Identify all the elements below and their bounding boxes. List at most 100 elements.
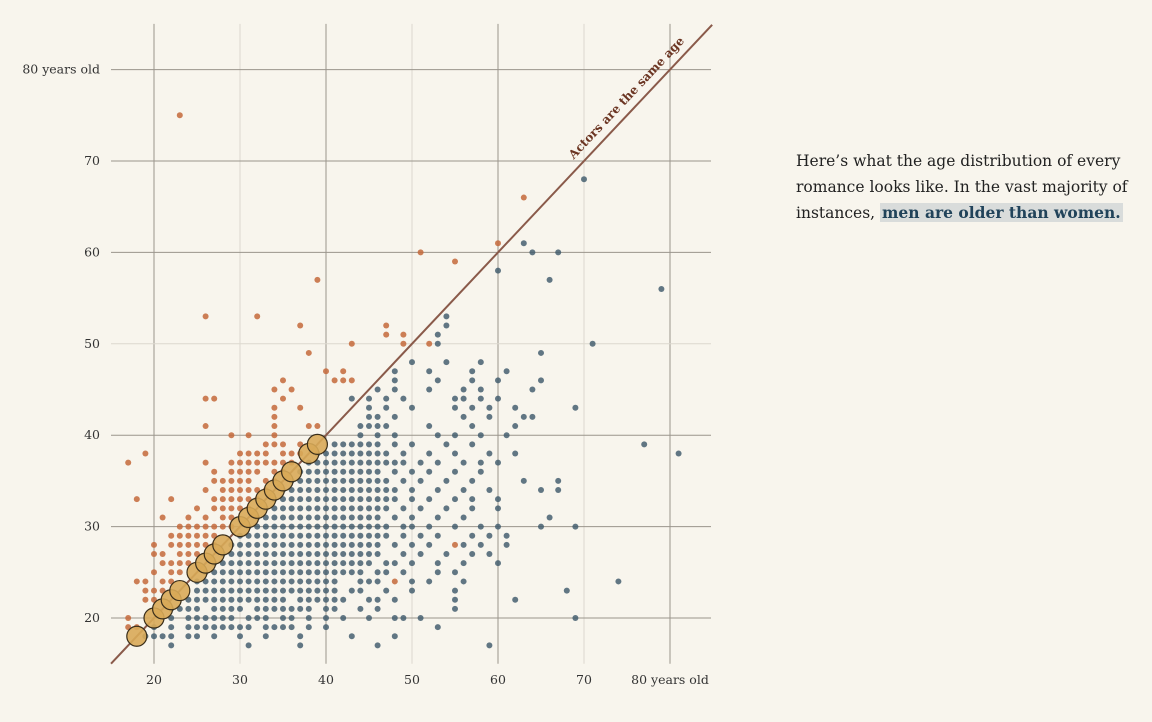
y-tick-label: 80 years old — [22, 62, 100, 77]
point-men-older — [426, 523, 433, 530]
point-men-older — [366, 505, 372, 512]
point-men-older — [237, 541, 243, 548]
point-women-older — [417, 249, 424, 256]
point-men-older — [340, 615, 347, 621]
point-men-older — [555, 477, 562, 484]
point-same-age — [169, 579, 191, 602]
point-men-older — [254, 569, 261, 576]
point-men-older — [194, 596, 200, 603]
point-men-older — [314, 578, 321, 585]
point-women-older — [151, 587, 157, 594]
point-men-older — [280, 605, 286, 612]
point-women-older — [245, 477, 252, 484]
point-men-older — [366, 560, 372, 567]
point-women-older — [219, 477, 226, 484]
point-men-older — [228, 560, 235, 567]
point-men-older — [391, 386, 398, 393]
point-men-older — [297, 560, 304, 567]
point-women-older — [202, 423, 209, 430]
point-men-older — [228, 578, 235, 585]
point-men-older — [366, 541, 372, 548]
point-men-older — [434, 487, 441, 494]
grid — [111, 23, 711, 664]
point-women-older — [176, 551, 183, 558]
point-women-older — [176, 532, 183, 539]
point-women-older — [185, 541, 192, 548]
point-men-older — [374, 496, 381, 503]
point-men-older — [641, 441, 648, 448]
point-same-age — [306, 433, 328, 455]
x-tick-label: 40 — [318, 672, 334, 687]
point-men-older — [228, 587, 235, 594]
point-men-older — [555, 249, 562, 256]
point-women-older — [288, 386, 295, 393]
point-women-older — [176, 569, 183, 576]
point-men-older — [211, 578, 218, 585]
point-men-older — [469, 404, 476, 411]
point-men-older — [391, 560, 398, 567]
point-men-older — [314, 468, 321, 475]
point-men-older — [323, 615, 329, 621]
point-men-older — [297, 523, 304, 530]
point-men-older — [374, 413, 381, 420]
point-women-older — [288, 450, 295, 457]
point-men-older — [400, 395, 407, 402]
point-men-older — [340, 505, 347, 512]
point-men-older — [314, 505, 321, 512]
point-men-older — [340, 523, 347, 530]
point-women-older — [194, 532, 200, 539]
point-men-older — [495, 523, 501, 530]
point-men-older — [340, 496, 347, 503]
point-women-older — [228, 505, 235, 512]
point-women-older — [133, 578, 140, 585]
point-men-older — [452, 523, 458, 530]
point-men-older — [383, 450, 390, 457]
point-women-older — [211, 477, 218, 484]
point-men-older — [400, 477, 407, 484]
point-men-older — [469, 505, 476, 512]
point-men-older — [323, 505, 329, 512]
point-women-older — [237, 496, 243, 503]
point-men-older — [280, 587, 286, 594]
point-men-older — [374, 551, 381, 558]
point-women-older — [202, 487, 209, 494]
point-men-older — [314, 551, 321, 558]
point-men-older — [271, 569, 278, 576]
point-men-older — [348, 532, 355, 539]
point-men-older — [477, 432, 484, 439]
point-men-older — [443, 359, 450, 366]
point-men-older — [340, 551, 347, 558]
point-men-older — [460, 487, 467, 494]
point-men-older — [357, 587, 364, 594]
point-men-older — [271, 624, 278, 631]
point-men-older — [288, 560, 295, 567]
point-men-older — [391, 368, 398, 375]
point-men-older — [202, 624, 209, 631]
point-men-older — [555, 487, 562, 494]
point-women-older — [305, 349, 312, 356]
point-women-older — [280, 377, 286, 384]
point-men-older — [615, 578, 622, 585]
point-men-older — [538, 349, 544, 356]
point-men-older — [305, 532, 312, 539]
point-men-older — [529, 386, 536, 393]
point-women-older — [314, 276, 321, 283]
point-men-older — [477, 468, 484, 475]
point-men-older — [185, 633, 192, 640]
point-men-older — [391, 377, 398, 384]
point-men-older — [323, 496, 329, 503]
point-women-older — [194, 505, 200, 512]
point-men-older — [271, 605, 278, 612]
point-men-older — [400, 569, 407, 576]
point-men-older — [305, 496, 312, 503]
point-men-older — [323, 532, 329, 539]
point-men-older — [348, 587, 355, 594]
point-men-older — [495, 395, 501, 402]
point-men-older — [675, 450, 682, 457]
point-men-older — [452, 432, 458, 439]
point-women-older — [245, 459, 252, 466]
point-women-older — [314, 423, 321, 430]
point-men-older — [280, 551, 286, 558]
point-men-older — [262, 624, 269, 631]
point-men-older — [529, 249, 536, 256]
